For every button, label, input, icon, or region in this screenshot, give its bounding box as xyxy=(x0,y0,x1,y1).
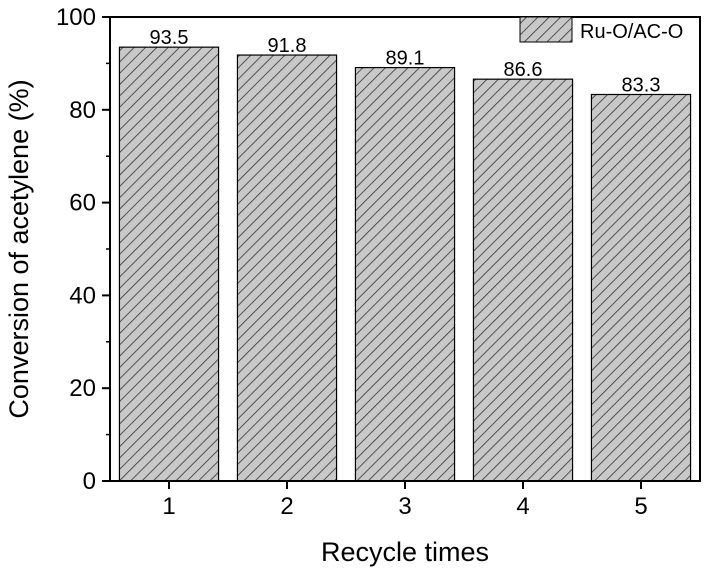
y-axis-title: Conversion of acetylene (%) xyxy=(4,79,34,418)
data-label-5: 83.3 xyxy=(622,74,661,96)
legend: Ru-O/AC-O xyxy=(519,16,683,43)
y-tick-label-60: 60 xyxy=(69,190,96,217)
y-tick-label-80: 80 xyxy=(69,97,96,124)
legend-label: Ru-O/AC-O xyxy=(580,21,683,43)
x-tick-label-4: 4 xyxy=(516,493,529,520)
x-axis: 1 2 3 4 5 xyxy=(162,481,648,520)
y-axis: 0 20 40 60 80 100 xyxy=(56,4,110,495)
x-tick-label-2: 2 xyxy=(280,493,293,520)
bars-group xyxy=(118,46,692,482)
y-tick-label-20: 20 xyxy=(69,375,96,402)
legend-swatch xyxy=(519,16,573,43)
bar-2 xyxy=(236,54,338,482)
bar-5 xyxy=(590,93,692,482)
x-tick-label-1: 1 xyxy=(162,493,175,520)
data-label-1: 93.5 xyxy=(150,27,189,49)
y-tick-label-100: 100 xyxy=(56,4,96,31)
data-labels-group: 93.5 91.8 89.1 86.6 83.3 xyxy=(150,27,661,96)
x-axis-title: Recycle times xyxy=(321,537,489,567)
data-label-2: 91.8 xyxy=(268,35,307,57)
data-label-4: 86.6 xyxy=(504,59,543,81)
x-tick-label-3: 3 xyxy=(398,493,411,520)
x-tick-label-5: 5 xyxy=(634,493,647,520)
bar-1 xyxy=(118,46,220,482)
bar-3 xyxy=(354,66,456,482)
bar-4 xyxy=(472,78,574,482)
y-tick-label-0: 0 xyxy=(83,468,96,495)
y-tick-label-40: 40 xyxy=(69,282,96,309)
data-label-3: 89.1 xyxy=(386,48,425,70)
